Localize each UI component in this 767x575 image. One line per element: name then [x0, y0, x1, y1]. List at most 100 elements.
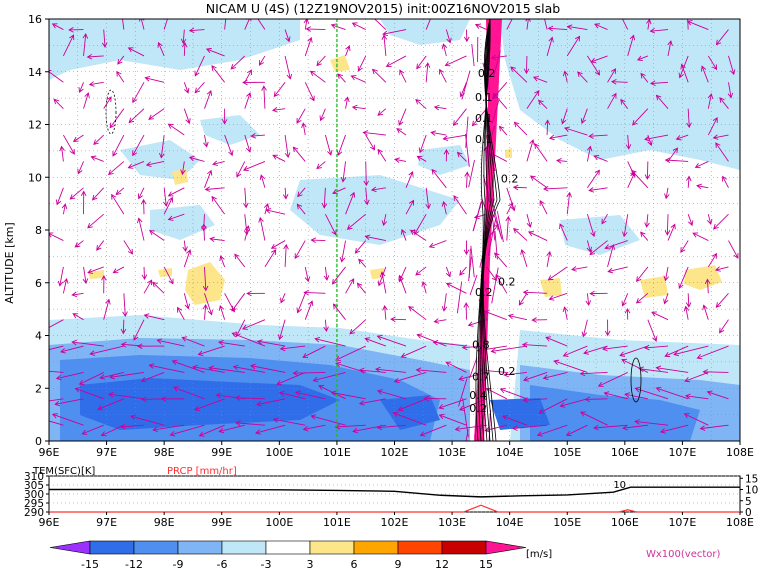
wind-vector [61, 203, 68, 215]
wind-vector [536, 424, 568, 437]
wind-vector [443, 148, 450, 162]
y-tick-label: 16 [28, 13, 42, 26]
surface-x-tick-label: 100E [265, 516, 293, 529]
wind-vector [212, 160, 225, 167]
wind-vector [272, 417, 306, 426]
wind-vector [542, 185, 568, 192]
wind-vector [277, 319, 286, 341]
wind-vector [506, 19, 513, 30]
wind-vector [621, 293, 629, 307]
wind-vector [284, 55, 293, 80]
wind-vector [700, 65, 709, 83]
wind-vector [382, 29, 407, 37]
contour-line [482, 19, 501, 441]
wind-vector [377, 148, 387, 162]
wind-vector [376, 334, 407, 347]
wind-vector [492, 82, 508, 100]
wind-vector [97, 398, 125, 411]
wind-vector [160, 396, 185, 402]
wind-vector [62, 34, 75, 57]
wind-vector [620, 98, 629, 109]
wind-vector [296, 203, 306, 215]
contour-label: 0.2 [478, 67, 496, 80]
wind-vector [182, 240, 188, 252]
wind-vector [439, 68, 447, 83]
temperature-line [49, 486, 740, 498]
wind-vector [707, 55, 718, 71]
wind-vector [544, 19, 548, 30]
wind-vector [117, 55, 125, 65]
wind-vector [491, 267, 499, 304]
wind-vector [284, 134, 291, 159]
wind-vector [107, 391, 145, 400]
wind-vector [204, 293, 213, 316]
wind-vector [702, 369, 729, 375]
wind-vector [337, 73, 346, 83]
wind-vector [90, 155, 104, 162]
wind-vector [644, 134, 669, 142]
wind-vector [74, 387, 104, 400]
wind-vector [363, 161, 370, 187]
colorbar-bin [265, 540, 311, 555]
wind-vector [714, 266, 729, 272]
wind-vector [663, 293, 669, 305]
wind-vector [502, 415, 528, 426]
wind-vector [622, 214, 629, 238]
y-tick-label: 10 [28, 171, 42, 184]
x-tick-label: 97E [96, 446, 117, 459]
wind-vector [470, 245, 475, 278]
shading-patch-2 [500, 19, 740, 170]
wind-vector [68, 27, 84, 33]
wind-vector [673, 345, 709, 357]
wind-vector [482, 175, 491, 204]
shading-patch-18 [490, 398, 550, 430]
wind-vector [49, 345, 64, 351]
wind-vector [663, 266, 669, 282]
contour-line [630, 357, 642, 403]
wind-vector [441, 43, 448, 57]
wind-vector [364, 187, 370, 206]
wind-vector [296, 293, 306, 314]
wind-vector [345, 45, 351, 57]
wind-vector [140, 198, 147, 215]
wind-vector [684, 393, 709, 400]
wind-vector [279, 345, 306, 352]
wind-vector [71, 339, 104, 347]
wind-vector [471, 43, 475, 67]
surface-annotation: 10 [613, 480, 626, 491]
wind-vector [565, 424, 588, 436]
surface-left-tick-label: 295 [24, 498, 44, 510]
wind-vector [458, 371, 487, 382]
x-axis-main: 96E 97E 98E 99E 100E 101E 102E 103E 104E 105E 106E… [39, 441, 754, 459]
shading-patch-26 [640, 276, 668, 298]
wind-vector [604, 240, 628, 250]
wind-vector [385, 55, 407, 67]
wind-vector [490, 345, 528, 354]
wind-vector [707, 252, 717, 268]
wind-vector [282, 187, 289, 200]
wind-vector [241, 319, 266, 330]
wind-vector [423, 395, 447, 402]
wind-vector [246, 290, 265, 297]
wind-vector [667, 223, 676, 241]
surface-x-tick-label: 104E [496, 516, 524, 529]
wind-vector [265, 208, 286, 215]
wind-vector [324, 134, 333, 156]
wind-vector [644, 214, 650, 228]
wind-vector [547, 25, 568, 32]
colorbar-bin [89, 540, 135, 555]
wind-vector [553, 359, 588, 373]
shading-patch-17 [380, 395, 440, 430]
wind-vector [63, 134, 75, 155]
wind-vector [678, 55, 689, 79]
wind-vector [256, 339, 286, 347]
wind-vector [235, 420, 265, 426]
wind-vector [538, 99, 548, 109]
wind-vector [687, 214, 694, 227]
wind-vector [330, 390, 366, 400]
surface-left-tick-label: 290 [24, 507, 44, 519]
wind-vector [416, 155, 427, 162]
wind-vector [69, 187, 84, 200]
wind-vector [667, 147, 679, 162]
